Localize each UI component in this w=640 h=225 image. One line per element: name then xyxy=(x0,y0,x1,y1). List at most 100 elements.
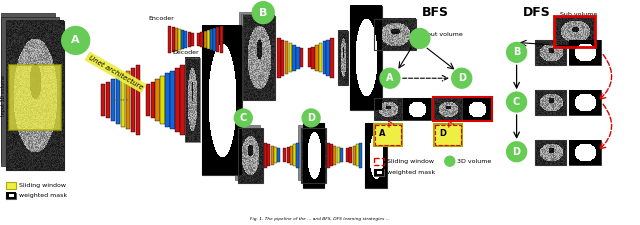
Bar xyxy=(435,125,461,145)
Bar xyxy=(268,144,271,166)
Bar xyxy=(293,144,296,166)
Bar xyxy=(277,38,281,78)
Bar xyxy=(281,40,284,76)
Bar xyxy=(116,76,120,124)
Bar xyxy=(210,29,213,50)
Bar xyxy=(403,98,431,120)
Circle shape xyxy=(302,109,320,127)
Text: Decoder: Decoder xyxy=(172,50,199,55)
Bar xyxy=(100,84,105,116)
Bar xyxy=(188,32,191,47)
Bar xyxy=(338,31,348,85)
Bar xyxy=(570,40,602,65)
Bar xyxy=(315,45,319,71)
Bar xyxy=(191,33,194,46)
Circle shape xyxy=(380,68,400,88)
Bar xyxy=(330,38,333,78)
Bar xyxy=(554,17,595,46)
Bar xyxy=(330,144,333,166)
Bar xyxy=(296,143,299,168)
Bar xyxy=(374,158,384,165)
Bar xyxy=(184,31,188,48)
Bar xyxy=(6,193,16,199)
Text: Sub volume: Sub volume xyxy=(559,12,596,17)
Bar xyxy=(136,65,140,135)
Bar xyxy=(172,27,175,52)
Bar xyxy=(197,33,200,46)
Text: 3D volume: 3D volume xyxy=(457,159,491,164)
Bar xyxy=(374,19,416,50)
Text: A: A xyxy=(386,73,394,83)
Text: D: D xyxy=(439,129,446,138)
Bar xyxy=(289,43,292,72)
Bar xyxy=(365,123,387,187)
Bar xyxy=(374,169,384,176)
Text: D: D xyxy=(513,147,520,157)
Text: Layer k: Layer k xyxy=(113,98,128,102)
Circle shape xyxy=(507,92,527,112)
Bar xyxy=(9,65,61,130)
Text: Sliding window: Sliding window xyxy=(19,182,66,188)
Text: Input 3D volume: Input 3D volume xyxy=(1,75,6,116)
Text: C: C xyxy=(239,113,247,123)
Bar xyxy=(434,124,461,146)
Bar xyxy=(534,140,566,165)
Bar xyxy=(131,68,135,132)
Bar xyxy=(359,143,362,168)
Bar xyxy=(323,41,326,74)
Circle shape xyxy=(452,68,472,88)
Bar xyxy=(554,16,595,47)
Bar xyxy=(106,82,110,119)
Bar xyxy=(111,79,115,121)
Bar xyxy=(178,29,181,50)
Circle shape xyxy=(507,43,527,62)
Text: DFS: DFS xyxy=(523,6,550,19)
Text: B: B xyxy=(259,8,268,18)
Bar xyxy=(202,26,243,175)
Circle shape xyxy=(410,29,430,48)
Bar xyxy=(303,123,324,187)
Bar xyxy=(204,31,207,48)
Bar xyxy=(168,26,172,53)
Bar xyxy=(301,128,326,182)
Text: A: A xyxy=(72,36,80,45)
Circle shape xyxy=(252,2,274,24)
Text: weighted mask: weighted mask xyxy=(387,170,435,175)
Bar xyxy=(236,125,260,180)
Bar xyxy=(220,26,223,53)
Text: D: D xyxy=(307,113,315,123)
Bar xyxy=(0,14,55,162)
Bar xyxy=(311,47,315,69)
Bar xyxy=(374,98,402,120)
Text: B: B xyxy=(513,47,520,57)
Bar xyxy=(175,68,180,132)
Bar xyxy=(238,128,263,182)
Text: D: D xyxy=(458,73,466,83)
Bar xyxy=(307,48,311,67)
Bar xyxy=(6,182,16,189)
Bar xyxy=(264,143,268,168)
Text: Input volume: Input volume xyxy=(421,32,463,37)
Bar xyxy=(463,98,491,120)
Bar xyxy=(298,125,323,180)
Text: BFS: BFS xyxy=(422,6,449,19)
Bar xyxy=(296,47,300,69)
Bar xyxy=(170,71,175,129)
Bar xyxy=(534,90,566,115)
Bar xyxy=(186,58,200,142)
Bar xyxy=(277,148,280,162)
Text: Unet architecture: Unet architecture xyxy=(88,54,144,90)
Text: Fig. 1. The pipeline of the ... and BFS, DFS learning strategies ...: Fig. 1. The pipeline of the ... and BFS,… xyxy=(250,217,390,221)
Circle shape xyxy=(61,27,90,54)
Bar xyxy=(327,143,330,168)
Text: Encoder: Encoder xyxy=(148,16,174,21)
Bar xyxy=(6,20,64,170)
Circle shape xyxy=(507,142,527,162)
Bar xyxy=(181,30,184,49)
Bar xyxy=(292,45,296,71)
Bar xyxy=(274,147,276,164)
Text: A: A xyxy=(379,129,385,138)
Bar xyxy=(216,27,220,52)
Circle shape xyxy=(234,109,252,127)
Text: C: C xyxy=(513,97,520,107)
